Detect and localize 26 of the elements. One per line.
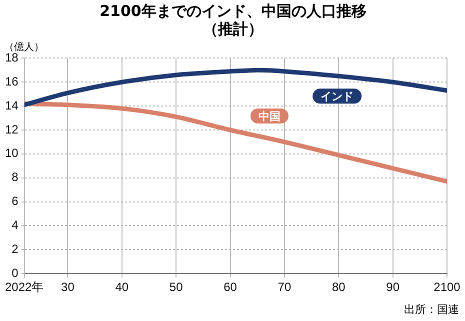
x-tick-label: 60 (224, 280, 238, 294)
x-tick-label: 70 (278, 280, 292, 294)
chart-title: 2100年までのインド、中国の人口推移（推計） (98, 2, 368, 38)
y-tick-label: 6 (12, 194, 19, 208)
x-tick-label: 50 (169, 280, 184, 294)
y-tick-label: 8 (12, 170, 19, 184)
x-tick-label: 90 (386, 280, 400, 294)
x-tick-label: 2100 (434, 280, 461, 294)
y-tick-label: 12 (4, 122, 19, 136)
text: 出所：国連 (404, 302, 459, 317)
x-tick-label: 80 (332, 280, 346, 294)
y-tick-label: 2 (12, 242, 19, 256)
x-tick-label: 40 (115, 280, 129, 294)
series-label: インド (320, 90, 354, 104)
series-label: 中国 (258, 110, 280, 123)
y-tick-label: 10 (4, 146, 19, 160)
y-tick-label: 0 (12, 266, 19, 280)
y-tick-label: 14 (4, 98, 19, 112)
y-axis-title: （億人） (4, 40, 44, 53)
line-series (24, 101, 447, 184)
x-tick-label: 2022年 (4, 280, 44, 294)
line-series (24, 68, 447, 108)
y-tick-label: 16 (4, 74, 19, 88)
x-tick-label: 30 (61, 280, 75, 294)
y-tick-label: 4 (12, 218, 19, 232)
y-tick-label: 18 (4, 50, 19, 65)
